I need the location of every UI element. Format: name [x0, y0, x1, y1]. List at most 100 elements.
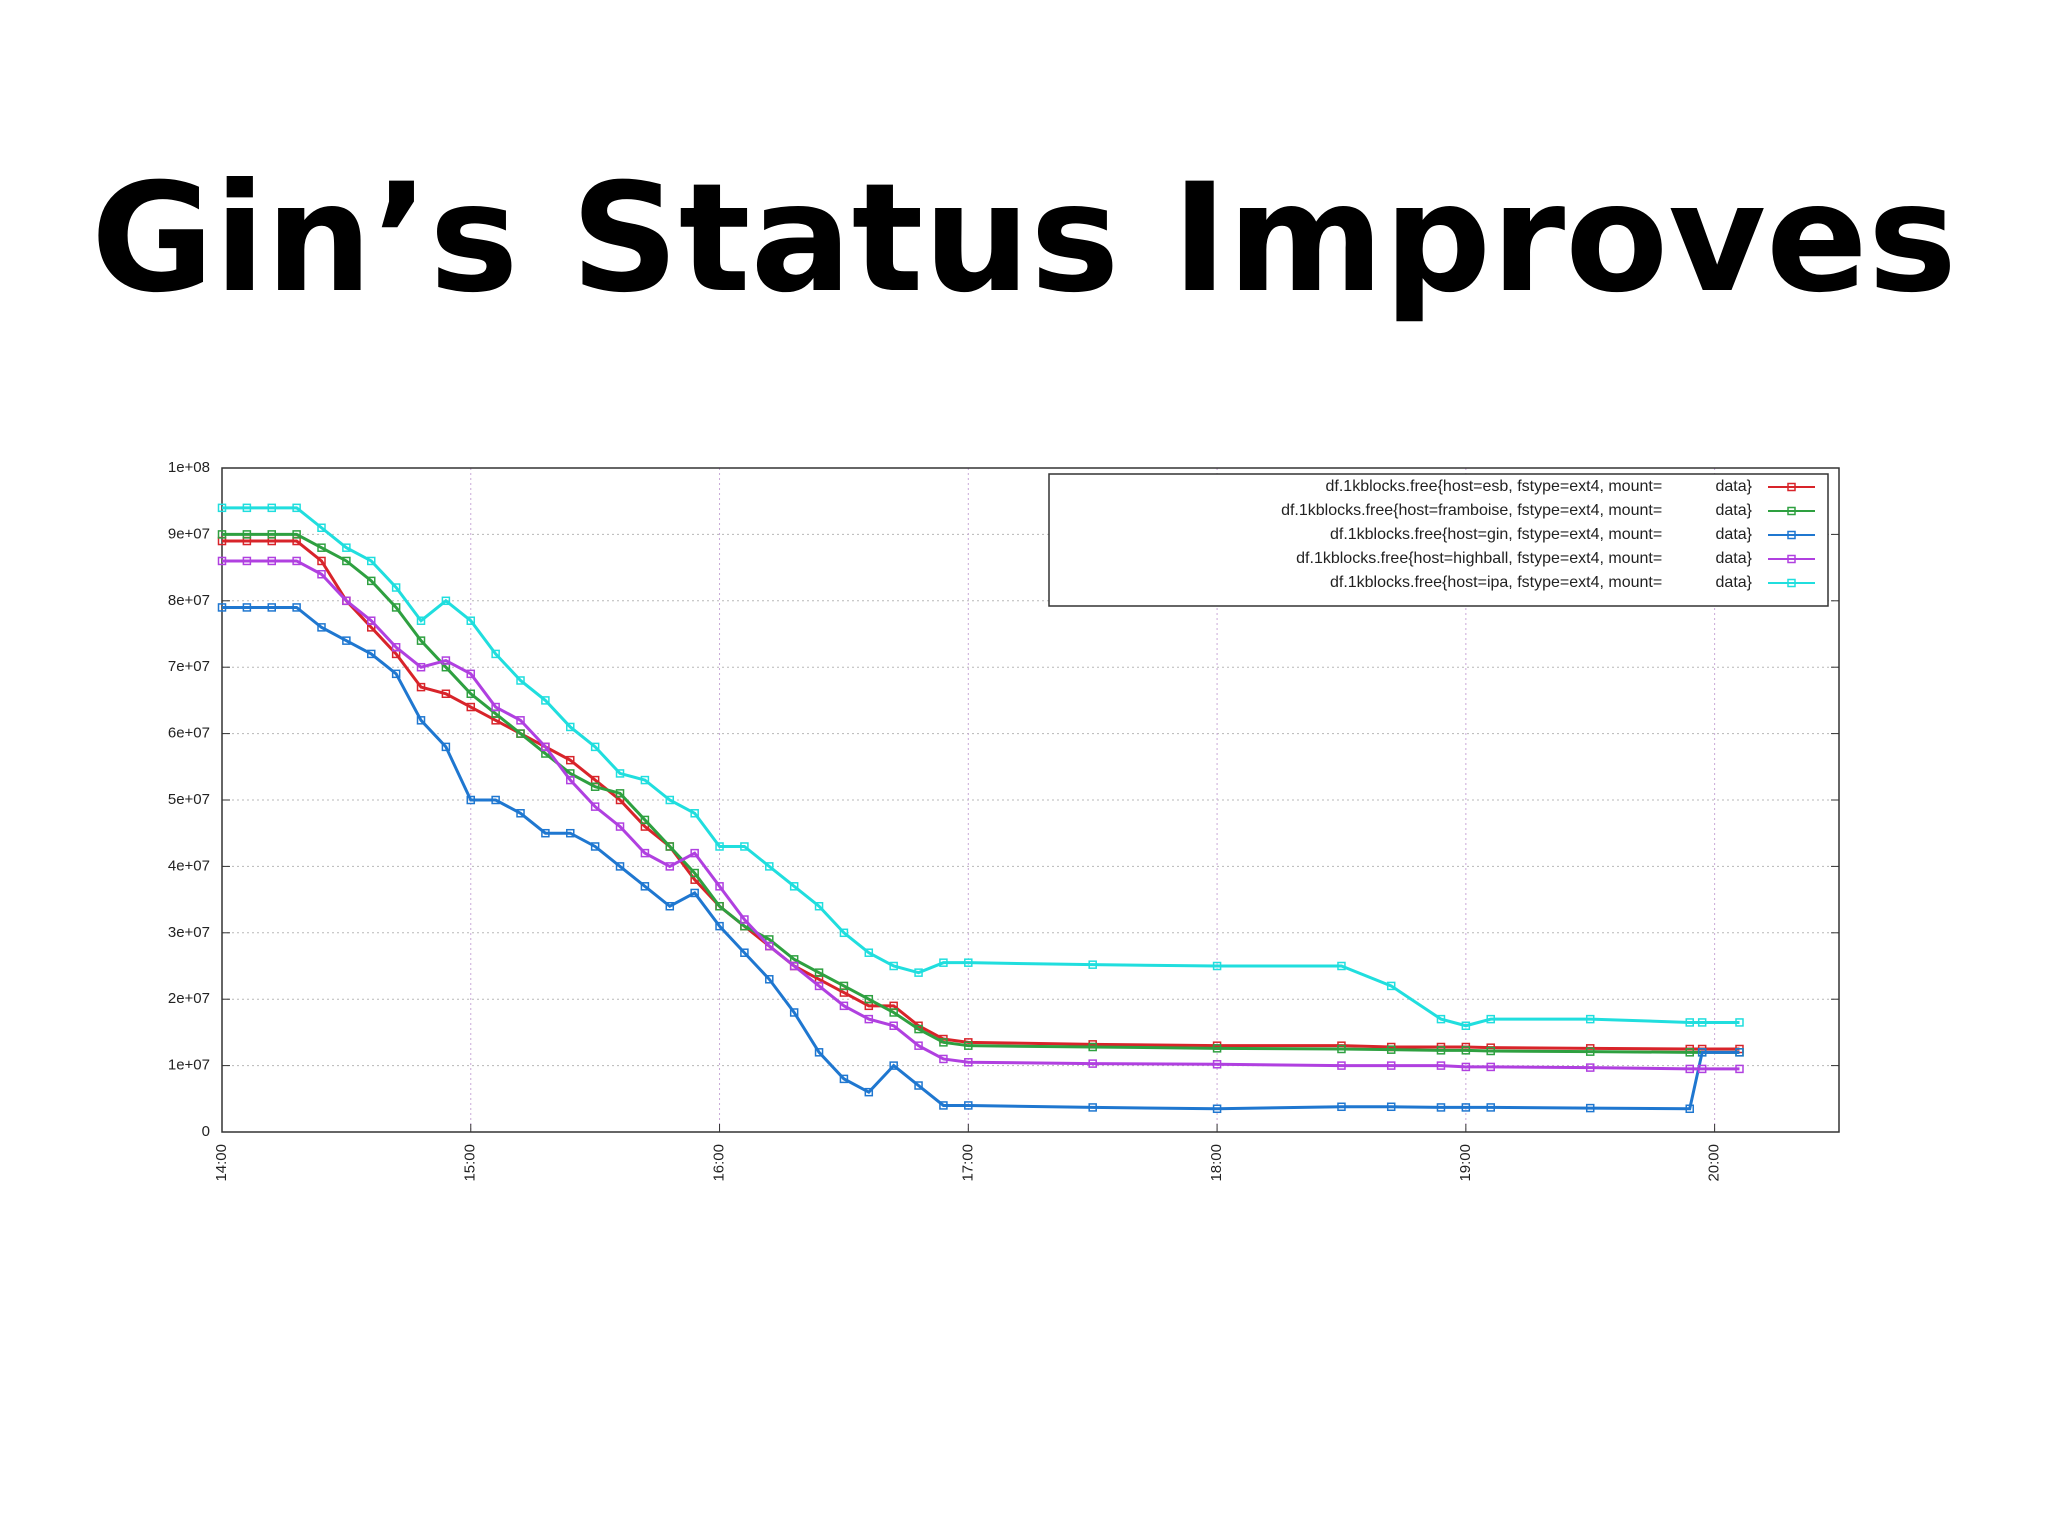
point-marker: [814, 1048, 824, 1057]
y-tick-label: 4e+07: [168, 857, 210, 874]
point-marker: [814, 968, 824, 977]
point-marker: [939, 1038, 948, 1047]
point-marker: [1461, 1103, 1471, 1112]
point-marker: [1585, 1103, 1595, 1113]
point-marker: [1386, 1102, 1396, 1112]
point-marker: [640, 815, 650, 825]
point-marker: [441, 742, 451, 752]
point-marker: [690, 888, 699, 898]
point-marker: [640, 775, 650, 785]
point-marker: [1486, 1046, 1495, 1056]
series-line: [222, 506, 1740, 1028]
point-marker: [814, 981, 824, 991]
legend-marker: [1787, 506, 1796, 516]
point-marker: [367, 576, 376, 586]
point-marker: [441, 596, 451, 606]
point-marker: [566, 722, 575, 732]
point-marker: [242, 530, 252, 539]
point-marker: [1697, 1048, 1707, 1057]
point-marker: [1685, 1018, 1694, 1027]
point-marker: [391, 603, 401, 612]
point-marker: [242, 503, 252, 513]
point-marker: [367, 556, 376, 566]
point-marker: [416, 662, 426, 672]
point-marker: [566, 755, 575, 765]
point-marker: [1735, 1018, 1744, 1027]
legend-marker: [1787, 578, 1796, 588]
point-marker: [864, 948, 874, 957]
point-marker: [665, 842, 675, 851]
point-marker: [789, 961, 799, 971]
point-marker: [914, 1024, 923, 1034]
point-marker: [1486, 1014, 1495, 1024]
point-marker: [1088, 1042, 1097, 1052]
point-marker: [342, 596, 351, 606]
point-marker: [1436, 1061, 1446, 1070]
point-marker: [342, 543, 351, 552]
point-marker: [1337, 1061, 1346, 1070]
point-marker: [317, 623, 326, 632]
point-marker: [1436, 1014, 1446, 1024]
point-marker: [1088, 960, 1097, 969]
point-marker: [690, 848, 699, 858]
point-marker: [516, 716, 525, 725]
point-marker: [566, 828, 575, 838]
point-marker: [715, 882, 724, 891]
point-marker: [715, 901, 724, 911]
legend-label: df.1kblocks.free{host=framboise, fstype=…: [1281, 502, 1753, 519]
point-marker: [914, 1041, 923, 1050]
legend-label: df.1kblocks.free{host=highball, fstype=e…: [1296, 550, 1752, 567]
series-line: [222, 539, 1740, 1051]
point-marker: [267, 530, 277, 539]
point-marker: [1685, 1104, 1694, 1114]
point-marker: [1386, 981, 1396, 991]
point-marker: [391, 643, 401, 652]
point-marker: [1685, 1048, 1694, 1057]
point-marker: [765, 862, 774, 871]
point-marker: [839, 981, 849, 991]
y-tick-label: 0: [202, 1123, 210, 1140]
point-marker: [1461, 1021, 1471, 1031]
point-marker: [342, 636, 351, 645]
point-marker: [1436, 1046, 1446, 1055]
series-line: [222, 559, 1740, 1071]
y-tick-label: 7e+07: [168, 658, 210, 675]
point-marker: [242, 556, 252, 566]
point-marker: [1337, 1102, 1346, 1112]
point-marker: [1436, 1103, 1446, 1112]
point-marker: [317, 523, 326, 533]
point-marker: [914, 1081, 923, 1090]
point-marker: [1585, 1047, 1595, 1056]
point-marker: [640, 848, 650, 858]
point-marker: [267, 556, 277, 566]
point-marker: [317, 543, 326, 552]
point-marker: [217, 556, 227, 566]
point-marker: [765, 975, 774, 984]
point-marker: [516, 676, 525, 685]
point-marker: [1486, 1062, 1495, 1072]
point-marker: [1585, 1063, 1595, 1072]
y-tick-label: 6e+07: [168, 725, 210, 742]
point-marker: [367, 649, 376, 659]
point-marker: [217, 530, 227, 539]
point-marker: [864, 1087, 874, 1097]
point-marker: [1735, 1048, 1744, 1057]
point-marker: [1386, 1045, 1396, 1054]
point-marker: [665, 862, 675, 871]
point-marker: [541, 742, 550, 752]
point-marker: [466, 795, 476, 805]
point-marker: [864, 994, 874, 1004]
y-tick-label: 9e+07: [168, 525, 210, 542]
x-tick-label: 20:00: [1706, 1144, 1723, 1182]
point-marker: [317, 569, 326, 579]
series-line: [222, 605, 1740, 1111]
point-marker: [491, 649, 500, 659]
point-marker: [715, 842, 724, 851]
point-marker: [416, 616, 426, 625]
legend-box: [1048, 473, 1829, 607]
point-marker: [964, 1058, 973, 1067]
series-line: [222, 532, 1740, 1054]
point-marker: [1735, 1064, 1744, 1074]
x-tick-label: 16:00: [711, 1144, 728, 1182]
